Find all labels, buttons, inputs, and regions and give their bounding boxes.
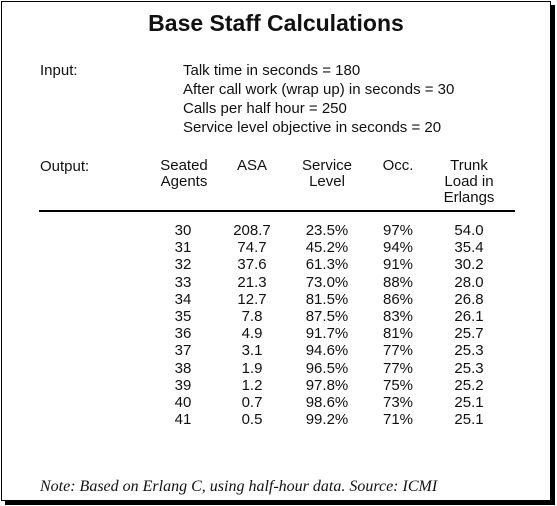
cell-service-level: 94.6% <box>305 342 349 360</box>
input-label: Input: <box>40 62 78 79</box>
table-row: 31 74.7 45.2% 94% 35.4 <box>2 239 550 256</box>
output-label: Output: <box>40 158 90 175</box>
header-line: Seated <box>160 157 208 174</box>
cell-service-level: 23.5% <box>305 222 349 239</box>
cell-asa: 1.2 <box>241 376 263 394</box>
cell-asa: 7.8 <box>241 307 263 325</box>
cell-occupancy: 77% <box>382 359 414 377</box>
header-seated-agents: Seated Agents <box>152 158 216 190</box>
table-row: 39 1.2 97.8% 75% 25.2 <box>2 377 550 394</box>
table-row: 41 0.5 99.2% 71% 25.1 <box>2 411 550 428</box>
table-row: 33 21.3 73.0% 88% 28.0 <box>2 274 550 291</box>
source-note: Note: Based on Erlang C, using half-hour… <box>40 478 438 495</box>
cell-trunk-load: 26.1 <box>454 307 484 325</box>
cell-asa: 21.3 <box>237 273 267 291</box>
cell-trunk-load: 25.1 <box>454 411 484 429</box>
table-row: 38 1.9 96.5% 77% 25.3 <box>2 360 550 377</box>
cell-trunk-load: 25.1 <box>454 393 484 411</box>
cell-occupancy: 97% <box>382 222 414 239</box>
cell-seated-agents: 38 <box>174 359 192 377</box>
table-row: 36 4.9 91.7% 81% 25.7 <box>2 325 550 342</box>
header-occupancy: Occ. <box>368 158 428 174</box>
cell-asa: 1.9 <box>241 359 263 377</box>
header-trunk-load: Trunk Load in Erlangs <box>434 158 504 206</box>
cell-seated-agents: 35 <box>174 307 192 325</box>
table-row: 32 37.6 61.3% 91% 30.2 <box>2 256 550 273</box>
cell-occupancy: 81% <box>382 325 414 343</box>
cell-seated-agents: 30 <box>174 222 192 239</box>
header-service-level: Service Level <box>294 158 360 190</box>
cell-service-level: 45.2% <box>305 239 349 257</box>
cell-seated-agents: 37 <box>174 342 192 360</box>
cell-occupancy: 86% <box>382 290 414 308</box>
header-line: Erlangs <box>443 189 495 206</box>
table-row: 35 7.8 87.5% 83% 26.1 <box>2 308 550 325</box>
table-row: 34 12.7 81.5% 86% 26.8 <box>2 291 550 308</box>
cell-asa: 37.6 <box>237 256 267 274</box>
cell-service-level: 91.7% <box>305 325 349 343</box>
table-row: 40 0.7 98.6% 73% 25.1 <box>2 394 550 411</box>
cell-occupancy: 71% <box>382 411 414 429</box>
cell-occupancy: 73% <box>382 393 414 411</box>
cell-trunk-load: 25.3 <box>454 342 484 360</box>
table-row: 30 208.7 23.5% 97% 54.0 <box>2 222 550 239</box>
cell-seated-agents: 41 <box>174 411 192 429</box>
cell-seated-agents: 40 <box>174 393 192 411</box>
cell-seated-agents: 39 <box>174 376 192 394</box>
header-line: Occ. <box>382 157 414 174</box>
cell-trunk-load: 26.8 <box>454 290 484 308</box>
cell-trunk-load: 25.3 <box>454 359 484 377</box>
cell-asa: 12.7 <box>237 290 267 308</box>
cell-trunk-load: 25.2 <box>454 376 484 394</box>
cell-service-level: 96.5% <box>305 359 349 377</box>
cell-trunk-load: 28.0 <box>454 273 484 291</box>
cell-service-level: 73.0% <box>305 273 349 291</box>
cell-trunk-load: 54.0 <box>454 222 484 239</box>
input-after-call-work: After call work (wrap up) in seconds = 3… <box>183 81 455 98</box>
cell-service-level: 98.6% <box>305 393 349 411</box>
cell-seated-agents: 36 <box>174 325 192 343</box>
cell-asa: 0.7 <box>241 393 263 411</box>
cell-seated-agents: 31 <box>174 239 192 257</box>
header-line: Level <box>309 173 345 190</box>
cell-seated-agents: 32 <box>174 256 192 274</box>
header-line: Agents <box>160 173 208 190</box>
cell-asa: 74.7 <box>237 239 267 257</box>
header-line: Load in <box>444 173 494 190</box>
cell-seated-agents: 33 <box>174 273 192 291</box>
header-divider <box>39 210 515 212</box>
header-line: ASA <box>236 157 267 174</box>
cell-occupancy: 83% <box>382 307 414 325</box>
cell-service-level: 81.5% <box>305 290 349 308</box>
header-line: Trunk <box>450 157 488 174</box>
cell-occupancy: 88% <box>382 273 414 291</box>
cell-trunk-load: 25.7 <box>454 325 484 343</box>
cell-asa: 208.7 <box>233 222 271 239</box>
cell-asa: 0.5 <box>241 411 263 429</box>
cell-service-level: 61.3% <box>305 256 349 274</box>
cell-service-level: 87.5% <box>305 307 349 325</box>
cell-occupancy: 94% <box>382 239 414 257</box>
cell-asa: 3.1 <box>241 342 263 360</box>
cell-trunk-load: 35.4 <box>454 239 484 257</box>
cell-service-level: 99.2% <box>305 411 349 429</box>
cell-occupancy: 75% <box>382 376 414 394</box>
cell-occupancy: 91% <box>382 256 414 274</box>
input-service-level-objective: Service level objective in seconds = 20 <box>183 119 442 136</box>
output-table: 30 208.7 23.5% 97% 54.0 31 74.7 45.2% 94% 35.4 32 3… <box>2 222 550 428</box>
cell-seated-agents: 34 <box>174 290 192 308</box>
input-calls-per-half-hour: Calls per half hour = 250 <box>183 100 347 117</box>
cell-trunk-load: 30.2 <box>454 256 484 274</box>
header-asa: ASA <box>222 158 282 174</box>
cell-occupancy: 77% <box>382 342 414 360</box>
staff-calculations-panel: Base Staff Calculations Input: Talk time… <box>1 1 551 501</box>
cell-asa: 4.9 <box>241 325 263 343</box>
header-line: Service <box>301 157 353 174</box>
cell-service-level: 97.8% <box>305 376 349 394</box>
page-title: Base Staff Calculations <box>148 10 404 36</box>
input-talk-time: Talk time in seconds = 180 <box>183 62 361 79</box>
table-row: 37 3.1 94.6% 77% 25.3 <box>2 342 550 359</box>
